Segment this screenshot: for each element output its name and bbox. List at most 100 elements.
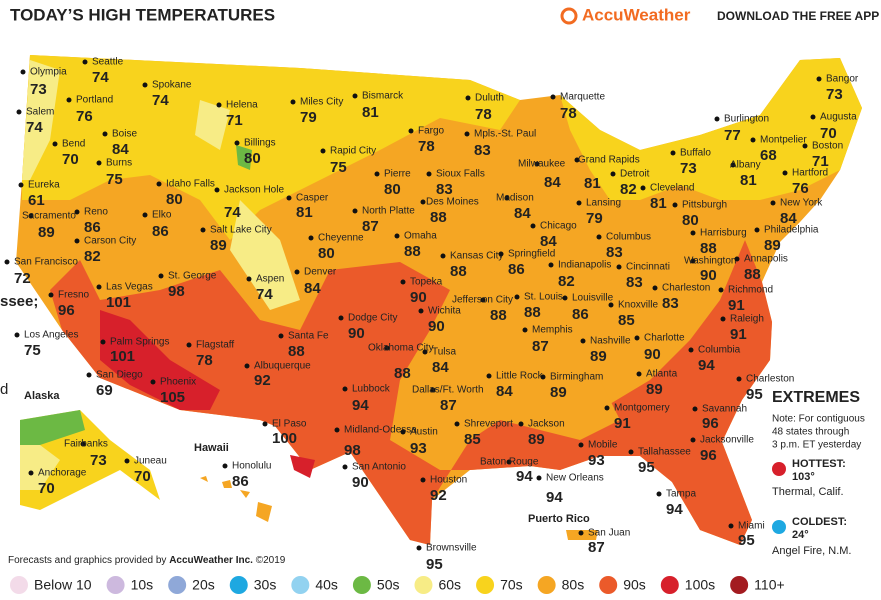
city-temp: 75 [106,171,123,188]
city: Fairbanks 73 [64,439,108,469]
legend-swatch [599,576,618,594]
city-temp: 87 [588,539,605,556]
city-temp: 83 [626,274,643,291]
city-dot [578,442,584,448]
city-name: Sacramento [22,211,76,222]
city-name: Pierre [384,169,411,180]
city-temp: 70 [62,151,79,168]
city-name: Burns [106,158,132,169]
city: Grand Rapids 81 [574,155,640,192]
city-dot [20,69,26,75]
city-temp: 94 [666,501,683,518]
city-name: Boise [112,129,137,140]
city-name: El Paso [272,419,307,430]
city-name: Wichita [428,306,461,317]
city-name: New Orleans [546,473,604,484]
city-name: Topeka [410,277,443,288]
city-name: Oklahoma City [368,343,434,354]
city: Jackson Hole 74 [214,185,284,221]
city-name: Denver [304,267,337,278]
zone-70s [22,55,520,240]
city-name: Jacksonville [700,435,754,446]
city-name: Seattle [92,57,124,68]
city-name: Salt Lake City [210,225,272,236]
city-temp: 82 [620,181,637,198]
city: Brownsville 95 [416,543,477,573]
city-name: Savannah [702,404,747,415]
city-dot [604,405,610,411]
city-temp: 90 [348,325,365,342]
city-dot [728,523,734,529]
city-name: Bend [62,139,85,150]
city: New Orleans 94 [536,473,604,506]
city-temp: 85 [464,431,481,448]
city-dot [262,421,268,427]
legend-label: 60s [438,577,461,593]
city: Lubbock 94 [342,384,391,414]
city-temp: 96 [700,447,717,464]
city-name: Casper [296,193,329,204]
city-temp: 81 [296,204,313,221]
legend-label: 70s [500,577,523,593]
city-name: Augusta [820,112,857,123]
city-name: Boston [812,141,843,152]
city-name: Midland-Odessa [344,425,417,436]
city-dot [74,238,80,244]
city-name: Albuquerque [254,361,311,372]
city-temp: 89 [550,384,567,401]
cutoff-text: d [0,381,8,398]
city-temp: 78 [418,138,435,155]
city-name: Shreveport [464,419,513,430]
city-temp: 86 [232,473,249,490]
city-temp: 89 [764,237,781,254]
extremes-note: Note: For contiguous [772,414,865,425]
city-name: Montgomery [614,403,670,414]
city-dot [580,338,586,344]
city-name: San Diego [96,370,143,381]
city-dot [504,195,510,201]
legend-label: 90s [623,577,646,593]
city-temp: 88 [394,365,411,382]
extremes-title: EXTREMES [772,389,860,406]
city-name: Anchorage [38,468,87,479]
city: Burlington 77 [714,114,769,144]
city-temp: 80 [384,181,401,198]
city-temp: 86 [508,261,525,278]
city-dot [518,421,524,427]
city-dot [576,200,582,206]
brand[interactable]: AccuWeather [582,5,691,24]
city-temp: 105 [160,389,185,406]
city-dot [338,315,344,321]
city-name: Tulsa [432,347,457,358]
legend-swatch [291,576,310,594]
city-temp: 73 [826,86,843,103]
city-name: Nashville [590,336,631,347]
city-name: Milwaukee [518,159,566,170]
city-name: Charleston [662,283,710,294]
legend-swatch [10,576,28,594]
city-temp: 84 [432,359,449,376]
city-name: Austin [410,427,438,438]
city-dot [718,287,724,293]
city-name: Phoenix [160,377,196,388]
city-name: Harrisburg [700,228,747,239]
city-name: Sioux Falls [436,169,485,180]
city-temp: 84 [540,233,557,250]
city-dot [574,157,580,163]
city-name: Santa Fe [288,331,329,342]
city-name: Spokane [152,80,192,91]
download-cta[interactable]: DOWNLOAD THE FREE APP [717,9,879,23]
city-temp: 93 [588,452,605,469]
city-name: Springfield [508,249,555,260]
city-name: Madison [496,193,534,204]
city-temp: 91 [614,415,631,432]
